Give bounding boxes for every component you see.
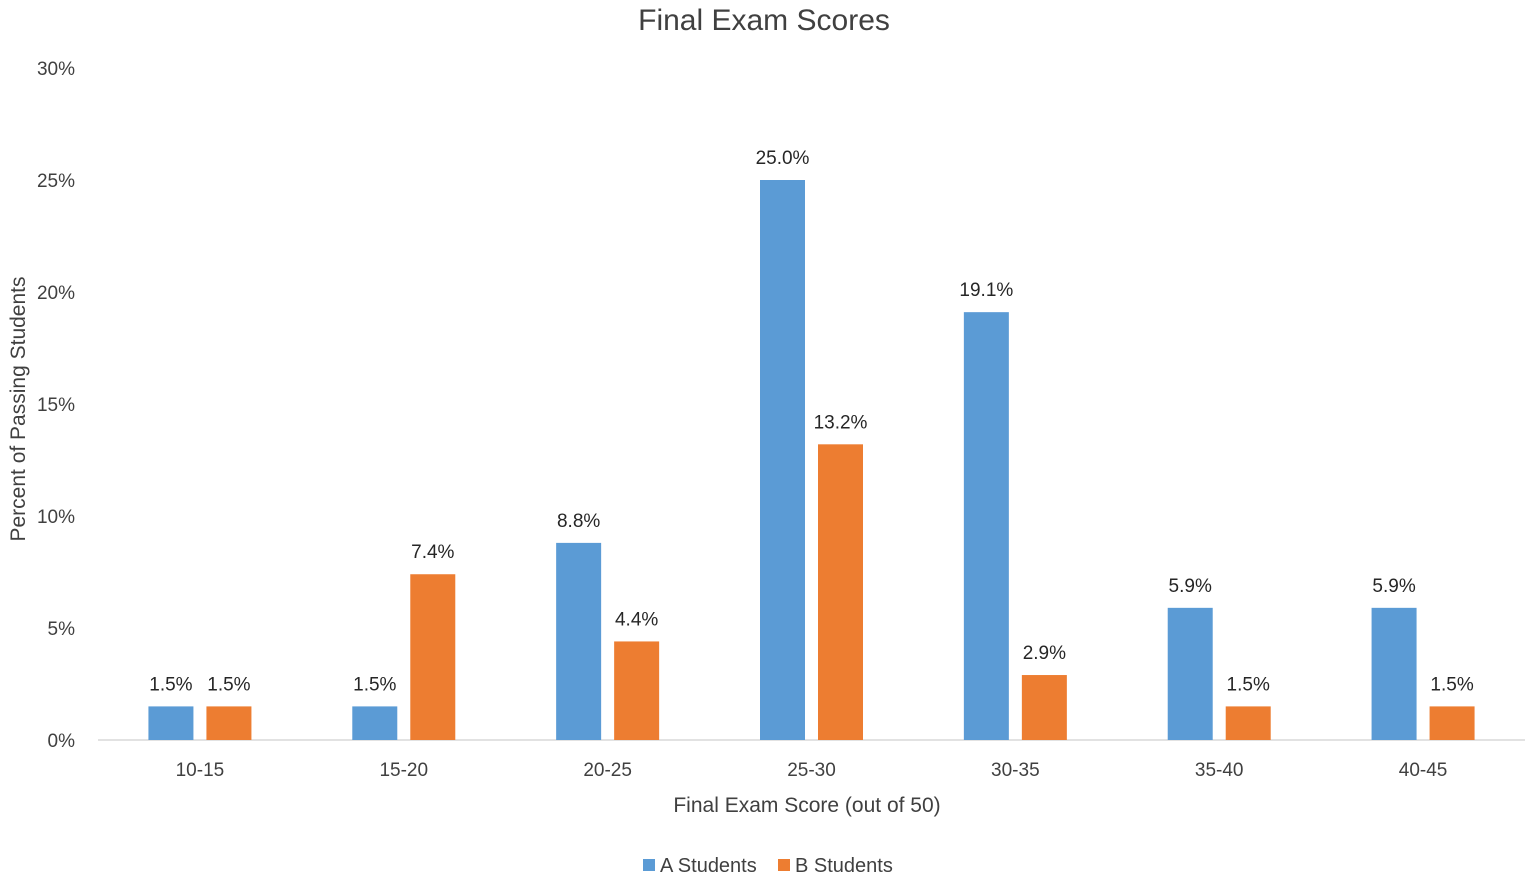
y-axis-ticks: 0% 5% 10% 15% 20% 25% 30% bbox=[37, 59, 75, 752]
bar-a-students-35-40 bbox=[1167, 607, 1213, 740]
data-labels: 1.5% 1.5% 1.5% 7.4% 8.8% 4.4% 25.0% 13.2% 19.1% 2… bbox=[149, 148, 1474, 695]
bar-a-students-20-25 bbox=[556, 542, 602, 740]
x-tick-label: 25-30 bbox=[787, 760, 836, 781]
bar-b-students-35-40 bbox=[1225, 706, 1271, 740]
legend-label: B Students bbox=[795, 855, 893, 877]
data-label: 8.8% bbox=[557, 511, 600, 532]
x-tick-label: 15-20 bbox=[379, 760, 428, 781]
data-label: 1.5% bbox=[149, 674, 192, 695]
bar-a-students-30-35 bbox=[963, 312, 1009, 740]
legend-swatch-b-students bbox=[778, 859, 790, 871]
data-label: 5.9% bbox=[1169, 576, 1212, 597]
bar-b-students-25-30 bbox=[818, 444, 863, 740]
y-tick-label: 30% bbox=[37, 59, 75, 80]
data-label: 2.9% bbox=[1023, 643, 1066, 664]
y-tick-label: 10% bbox=[37, 507, 75, 528]
x-tick-label: 35-40 bbox=[1195, 760, 1244, 781]
chart-title: Final Exam Scores bbox=[638, 4, 890, 37]
x-tick-label: 20-25 bbox=[583, 760, 632, 781]
legend: A Students B Students bbox=[643, 855, 893, 877]
data-label: 1.5% bbox=[1430, 674, 1473, 695]
bar-b-students-40-45 bbox=[1429, 706, 1475, 740]
x-tick-label: 10-15 bbox=[176, 760, 225, 781]
data-label: 5.9% bbox=[1372, 576, 1415, 597]
x-axis-title: Final Exam Score (out of 50) bbox=[673, 794, 940, 817]
data-label: 4.4% bbox=[615, 609, 658, 630]
data-label: 13.2% bbox=[814, 412, 868, 433]
data-label: 1.5% bbox=[353, 674, 396, 695]
data-label: 25.0% bbox=[756, 148, 810, 169]
x-axis-ticks: 10-15 15-20 20-25 25-30 30-35 35-40 40-45 bbox=[176, 760, 1448, 781]
y-tick-label: 20% bbox=[37, 283, 75, 304]
bar-a-students-15-20 bbox=[352, 706, 398, 740]
data-label: 7.4% bbox=[411, 542, 454, 563]
bar-a-students-40-45 bbox=[1371, 607, 1417, 740]
y-tick-label: 25% bbox=[37, 171, 75, 192]
bar-b-students-10-15 bbox=[206, 706, 252, 740]
bar-a-students-10-15 bbox=[148, 706, 194, 740]
legend-label: A Students bbox=[660, 855, 757, 877]
y-tick-label: 15% bbox=[37, 395, 75, 416]
bar-b-students-30-35 bbox=[1021, 675, 1067, 740]
y-tick-label: 5% bbox=[48, 619, 76, 640]
data-label: 19.1% bbox=[959, 280, 1013, 301]
bar-b-students-15-20 bbox=[410, 574, 456, 740]
x-tick-label: 40-45 bbox=[1399, 760, 1448, 781]
data-label: 1.5% bbox=[1227, 674, 1270, 695]
bar-a-students-25-30 bbox=[760, 180, 805, 740]
x-tick-label: 30-35 bbox=[991, 760, 1040, 781]
legend-swatch-a-students bbox=[643, 859, 655, 871]
bar-b-students-20-25 bbox=[614, 641, 660, 740]
bars bbox=[148, 180, 1475, 740]
data-label: 1.5% bbox=[207, 674, 250, 695]
y-tick-label: 0% bbox=[48, 731, 76, 752]
y-axis-title: Percent of Passing Students bbox=[7, 277, 30, 542]
